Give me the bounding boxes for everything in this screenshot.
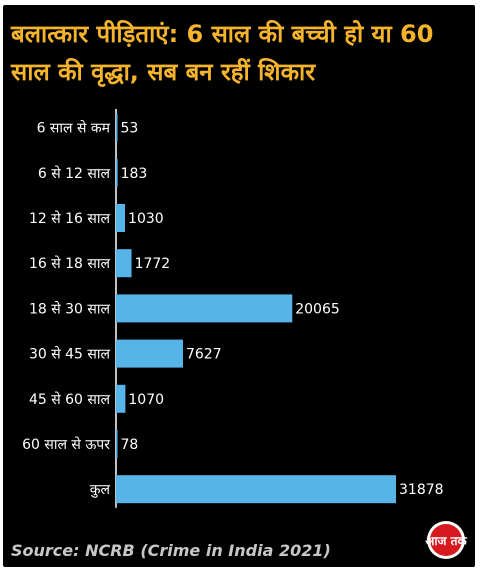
bar [116,294,293,323]
category-label: 16 से 18 साल [29,255,111,272]
category-label: 30 से 45 साल [29,346,111,363]
value-label: 1772 [135,256,171,272]
aaj-tak-logo: आज तक [424,520,468,560]
value-label: 20065 [295,301,340,317]
category-label: 6 साल से कम [37,120,111,137]
chart-card: बलात्कार पीड़िताएं: 6 साल की बच्ची हो या… [3,5,475,567]
value-label: 1030 [128,211,164,227]
source-note: Source: NCRB (Crime in India 2021) [11,541,331,560]
bar [116,158,118,187]
category-label: 12 से 16 साल [29,210,111,227]
chart-title: बलात्कार पीड़िताएं: 6 साल की बच्ची हो या… [11,20,434,86]
svg-text:आज तक: आज तक [425,534,467,548]
bar [116,475,396,504]
bar [116,384,126,413]
bar [116,430,118,458]
bar [116,339,183,368]
value-label: 183 [121,166,148,182]
value-label: 78 [121,437,139,453]
bar [116,249,132,278]
bar-chart: 6 साल से कम 53 6 से 12 साल 183 12 से 16 साल 1… [22,109,444,508]
category-label: 18 से 30 साल [29,300,111,317]
value-label: 1070 [128,392,164,408]
category-label: 45 से 60 साल [29,391,111,408]
value-label: 31878 [399,482,444,498]
bar [116,113,118,142]
bar [116,204,126,232]
category-label: 6 से 12 साल [38,165,111,182]
value-label: 7627 [186,347,222,363]
category-label: 60 साल से ऊपर [22,436,110,453]
category-label: कुल [90,482,111,498]
value-label: 53 [121,121,139,137]
